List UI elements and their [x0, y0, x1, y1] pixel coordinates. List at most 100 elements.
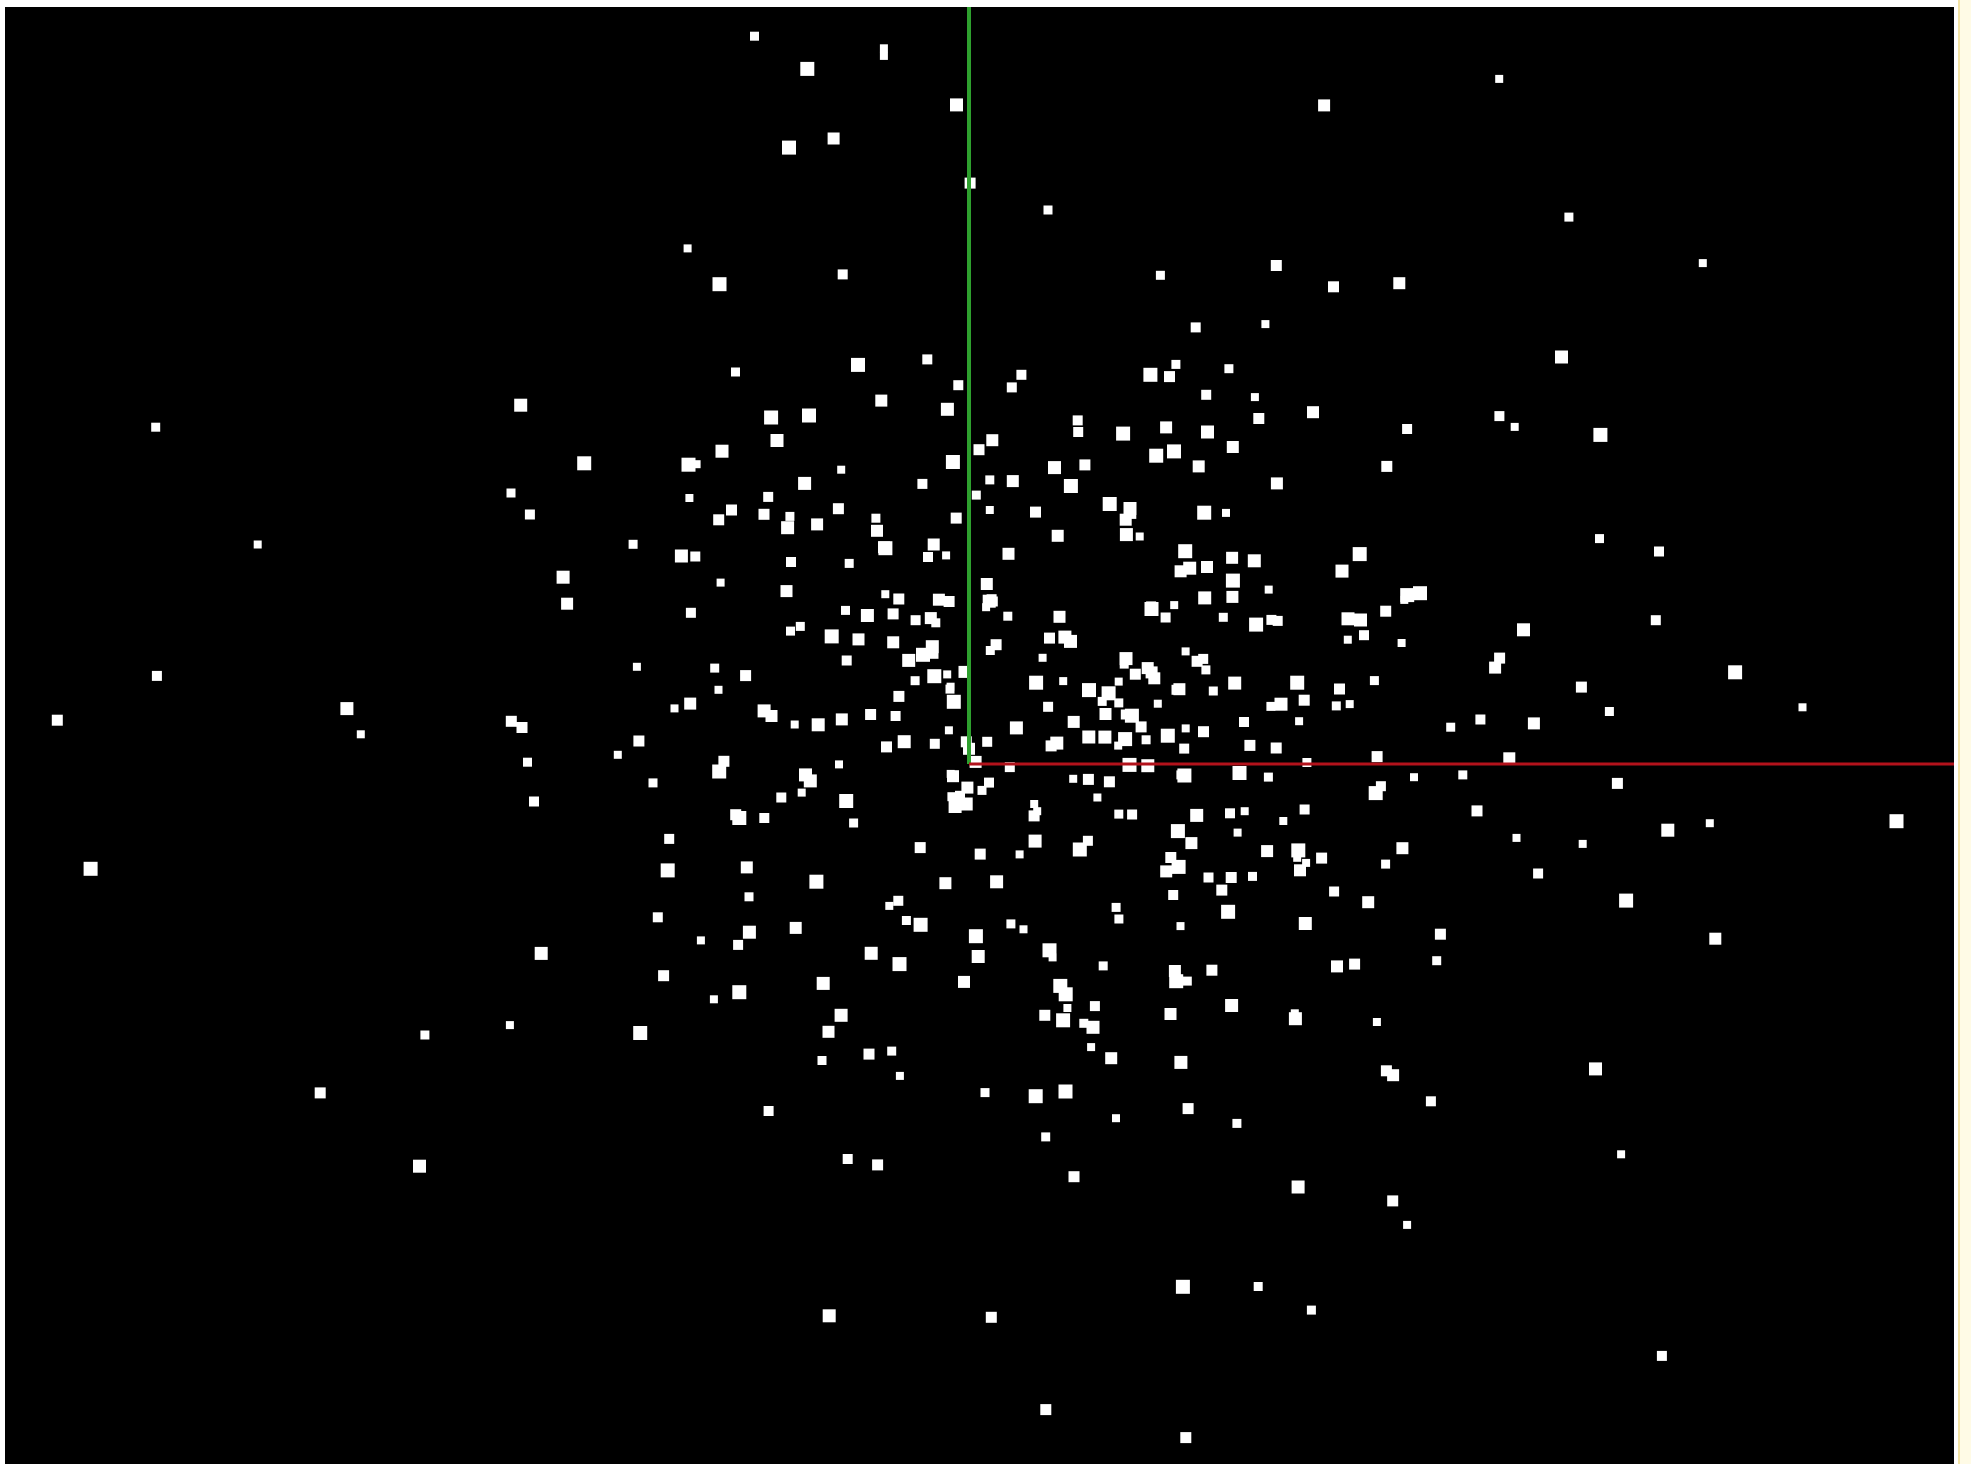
point	[1155, 270, 1165, 280]
point	[958, 975, 970, 988]
point	[835, 760, 843, 769]
point	[1165, 852, 1177, 863]
point	[1206, 964, 1218, 976]
point	[1050, 736, 1064, 750]
point	[1432, 956, 1442, 966]
point	[1316, 852, 1328, 864]
point	[628, 539, 638, 549]
point	[763, 1106, 774, 1116]
point	[1180, 1432, 1192, 1444]
point	[1329, 886, 1340, 897]
point	[986, 594, 997, 605]
point	[1029, 675, 1044, 690]
point	[1589, 1062, 1602, 1076]
point	[1160, 728, 1175, 743]
point-cloud-viewport[interactable]	[5, 7, 1954, 1464]
point	[1226, 590, 1239, 603]
point	[1082, 683, 1096, 698]
point	[1381, 859, 1391, 869]
point	[1185, 837, 1198, 850]
point	[1232, 766, 1247, 780]
point	[1042, 943, 1057, 958]
point	[1198, 726, 1209, 738]
point	[1299, 804, 1310, 815]
point	[1270, 742, 1282, 754]
point	[1192, 460, 1205, 473]
point	[1059, 677, 1068, 686]
point	[1073, 427, 1084, 437]
point	[945, 455, 960, 469]
point	[524, 509, 535, 520]
point	[534, 946, 548, 960]
point	[1343, 635, 1352, 644]
point	[1201, 561, 1213, 573]
point	[1178, 544, 1193, 559]
point	[1111, 902, 1121, 912]
point	[940, 402, 954, 416]
point	[1331, 701, 1341, 711]
point	[1533, 868, 1544, 879]
point	[632, 662, 641, 671]
window-edge-strip	[1958, 0, 1971, 1464]
point	[1072, 842, 1087, 857]
point	[1089, 1001, 1100, 1012]
point	[633, 735, 645, 747]
point	[1402, 424, 1413, 434]
point	[1244, 739, 1256, 751]
point	[790, 720, 799, 729]
point	[1698, 259, 1707, 268]
point	[731, 367, 740, 377]
point	[733, 939, 744, 950]
point	[1291, 1180, 1305, 1194]
point	[1033, 807, 1042, 816]
point	[1225, 808, 1235, 819]
scene-background	[5, 7, 1954, 1464]
point	[1221, 904, 1236, 919]
point	[1164, 1008, 1177, 1020]
point	[980, 1088, 990, 1098]
point	[1272, 615, 1283, 626]
point	[1164, 371, 1175, 383]
point	[1119, 652, 1133, 666]
point	[1019, 925, 1028, 934]
point	[781, 521, 795, 535]
point	[914, 842, 926, 854]
point	[514, 398, 528, 412]
point	[822, 1309, 836, 1323]
point	[1264, 585, 1273, 594]
point	[1028, 1089, 1043, 1104]
point	[1270, 477, 1283, 490]
point	[786, 557, 796, 567]
point	[83, 861, 98, 876]
point	[420, 1030, 430, 1040]
point	[1239, 717, 1249, 727]
point	[516, 722, 528, 733]
point	[683, 244, 692, 253]
point	[1102, 497, 1117, 511]
point	[1290, 675, 1305, 690]
point	[1307, 406, 1319, 419]
point	[839, 794, 854, 808]
point	[986, 434, 999, 447]
point	[1119, 513, 1132, 526]
point	[1359, 630, 1369, 641]
point	[1218, 612, 1228, 622]
point	[1578, 839, 1587, 848]
point	[1169, 974, 1184, 989]
point	[913, 917, 928, 932]
point	[939, 877, 952, 890]
point	[841, 605, 850, 615]
point	[1082, 773, 1094, 785]
point	[1225, 999, 1239, 1012]
point	[740, 861, 753, 874]
point	[1372, 1018, 1381, 1026]
point	[1170, 601, 1179, 610]
point	[887, 636, 900, 649]
point	[1611, 777, 1623, 789]
point	[971, 490, 981, 500]
point	[890, 711, 901, 721]
point	[1328, 281, 1339, 293]
point	[824, 629, 839, 644]
point	[713, 514, 725, 526]
point	[613, 750, 622, 759]
